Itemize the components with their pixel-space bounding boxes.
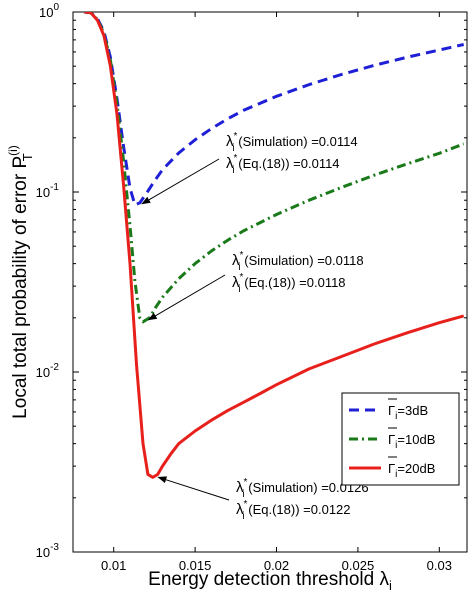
x-tick-label: 0.02	[264, 558, 289, 573]
axis-titles: Energy detection threshold λi Local total…	[6, 145, 392, 593]
annotation-label: λ* i (Simulation) =0.0126	[236, 477, 369, 500]
y-axis-title: Local total probability of error P(i)T	[6, 145, 35, 419]
annotation-label: λ* i (Eq.(18)) =0.0114	[226, 153, 340, 176]
series-line-1	[84, 12, 465, 207]
legend-entry: Γi=10dB	[388, 432, 435, 451]
series-layer	[84, 12, 465, 479]
axis-ticks: 0.01 0.015 0.02 0.025 0.03 10-3 10-2 10-1 100	[36, 2, 467, 573]
annotation-label: λ* i (Simulation) =0.0118	[232, 250, 364, 273]
annotation-label: λ* i (Simulation) =0.0114	[226, 131, 358, 154]
y-tick-label: 10-2	[36, 362, 60, 380]
annotation-arrow	[141, 158, 220, 205]
series-line-3	[84, 12, 465, 479]
annotation-arrow	[157, 476, 230, 501]
y-tick-label: 100	[39, 2, 59, 20]
y-tick-label: 10-1	[36, 182, 60, 200]
legend-box	[341, 392, 460, 486]
annotation-label: λ* i (Eq.(18)) =0.0122	[236, 499, 351, 522]
x-tick-label: 0.015	[179, 558, 212, 573]
annotation-arrow	[147, 274, 226, 321]
x-tick-label: 0.03	[427, 558, 452, 573]
series-line-2	[84, 12, 465, 324]
legend-entry: Γi=3dB	[388, 403, 428, 422]
legend: Γi=3dB Γi=10dB Γi=20dB	[341, 392, 460, 486]
annotation-label: λ* i (Eq.(18)) =0.0118	[232, 272, 346, 295]
x-tick-label: 0.025	[342, 558, 375, 573]
x-tick-label: 0.01	[101, 558, 126, 573]
legend-entry: Γi=20dB	[388, 461, 435, 480]
x-axis-title: Energy detection threshold λi	[148, 569, 392, 593]
y-tick-label: 10-3	[36, 542, 60, 560]
